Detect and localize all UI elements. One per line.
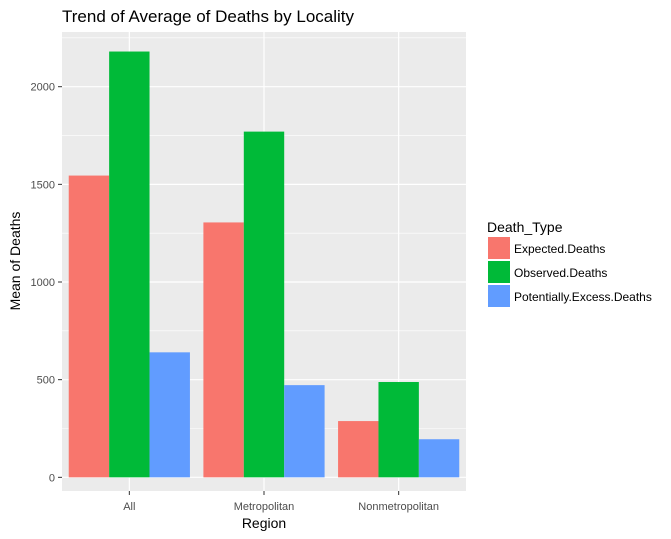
- bar: [418, 439, 460, 478]
- legend-label: Potentially.Excess.Deaths: [514, 290, 652, 304]
- legend-label: Observed.Deaths: [514, 266, 607, 280]
- bar: [109, 51, 150, 478]
- bar: [203, 222, 244, 478]
- bar: [68, 175, 110, 478]
- y-axis-ticks: 0 500 1000 1500 2000: [31, 82, 62, 484]
- y-axis-title: Mean of Deaths: [7, 212, 23, 311]
- y-tick-label: 2000: [31, 82, 55, 94]
- x-tick-label: Metropolitan: [234, 501, 295, 513]
- legend-swatch: [488, 237, 510, 259]
- legend: Death_Type Expected.Deaths Observed.Death…: [487, 219, 652, 307]
- x-tick-label: Nonmetropolitan: [358, 501, 439, 513]
- y-tick-label: 0: [49, 472, 55, 484]
- y-tick-label: 500: [37, 375, 55, 387]
- y-tick-label: 1000: [31, 277, 55, 289]
- bar: [284, 385, 325, 478]
- legend-title: Death_Type: [487, 219, 563, 235]
- x-tick-label: All: [123, 501, 135, 513]
- bar: [338, 421, 379, 478]
- x-axis-ticks: All Metropolitan Nonmetropolitan: [123, 491, 439, 513]
- y-tick-label: 1500: [31, 179, 55, 191]
- legend-swatch: [488, 285, 510, 307]
- bars: [68, 51, 460, 478]
- legend-label: Expected.Deaths: [514, 242, 605, 256]
- bar: [378, 382, 419, 478]
- bar: [149, 352, 190, 478]
- x-axis-title: Region: [242, 515, 286, 531]
- bar: [243, 131, 285, 478]
- chart-title: Trend of Average of Deaths by Locality: [62, 7, 355, 26]
- legend-swatch: [488, 261, 510, 283]
